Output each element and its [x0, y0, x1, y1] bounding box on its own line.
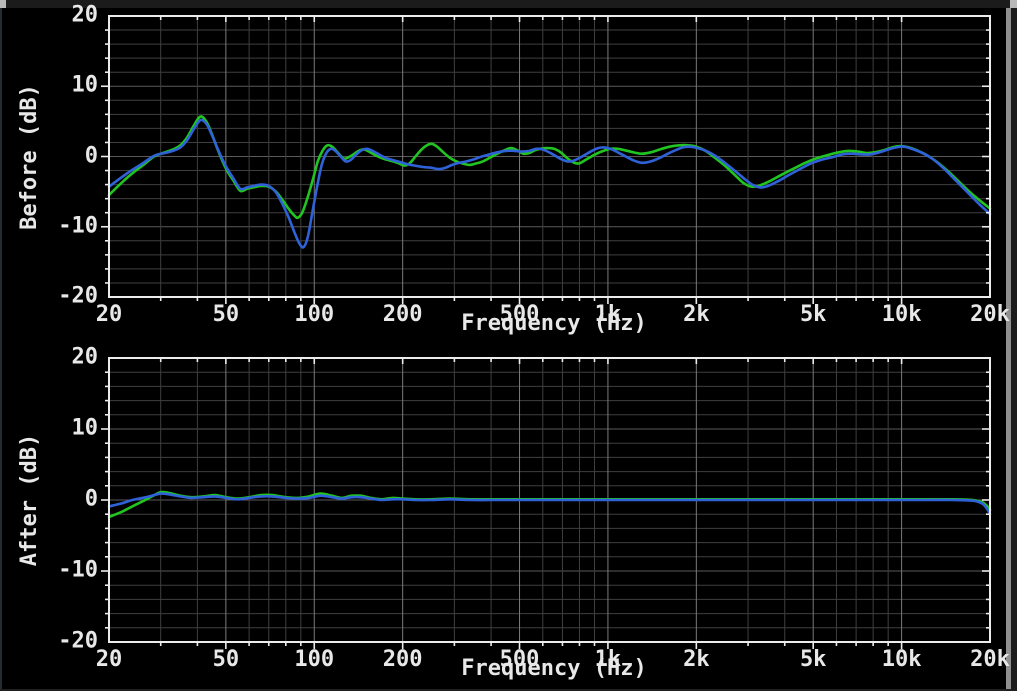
- x-tick-label: 500: [499, 647, 540, 672]
- y-tick-label: 10: [71, 415, 99, 441]
- x-tick-label: 20k: [970, 302, 1010, 327]
- y-tick-label: 10: [71, 72, 99, 98]
- window-top-edge: [0, 0, 1017, 8]
- after-x-axis-title: Frequency (Hz): [461, 656, 647, 681]
- y-tick-label: -20: [58, 628, 98, 654]
- x-tick-label: 100: [294, 302, 335, 327]
- x-tick-label: 20k: [970, 647, 1010, 672]
- x-tick-label: 500: [499, 302, 540, 327]
- x-tick-label: 1k: [594, 302, 622, 327]
- x-tick-label: 5k: [799, 647, 827, 672]
- x-tick-label: 200: [382, 647, 423, 672]
- y-tick-label: 20: [71, 344, 99, 370]
- window-left-edge: [0, 8, 2, 691]
- x-tick-label: 10k: [881, 302, 922, 327]
- after-green-trace: [107, 490, 992, 519]
- x-tick-label: 100: [294, 647, 335, 672]
- before-plot-canvas: [101, 15, 992, 304]
- x-tick-label: 5k: [799, 302, 827, 327]
- plot-border: [108, 357, 991, 643]
- before-blue-trace: [107, 118, 992, 249]
- x-tick-label: 2k: [683, 302, 710, 327]
- x-tick-label: 200: [382, 302, 423, 327]
- y-tick-label: 0: [84, 143, 98, 169]
- x-tick-label: 2k: [683, 647, 710, 672]
- after-plot-canvas: [101, 357, 992, 649]
- y-tick-label: -20: [58, 283, 98, 309]
- x-tick-label: 50: [212, 302, 240, 327]
- window-top-corner-right: [1010, 0, 1017, 8]
- y-tick-label: -10: [58, 213, 98, 239]
- window-bottom-edge: [0, 689, 1017, 691]
- plot-border: [108, 15, 991, 298]
- before-green-trace: [107, 115, 992, 220]
- x-tick-label: 10k: [881, 647, 922, 672]
- x-tick-label: 1k: [594, 647, 622, 672]
- window-right-scroll-strip: [1006, 8, 1011, 691]
- y-tick-label: 20: [71, 2, 99, 28]
- window-right-edge: [1011, 8, 1017, 691]
- x-tick-label: 20: [95, 302, 123, 327]
- y-tick-label: -10: [58, 557, 98, 583]
- x-tick-label: 20: [95, 647, 123, 672]
- x-tick-label: 50: [212, 647, 240, 672]
- y-tick-label: 0: [84, 486, 98, 512]
- before-x-axis-title: Frequency (Hz): [461, 311, 647, 336]
- after-blue-trace: [107, 492, 992, 516]
- window-top-corner-left: [0, 0, 6, 8]
